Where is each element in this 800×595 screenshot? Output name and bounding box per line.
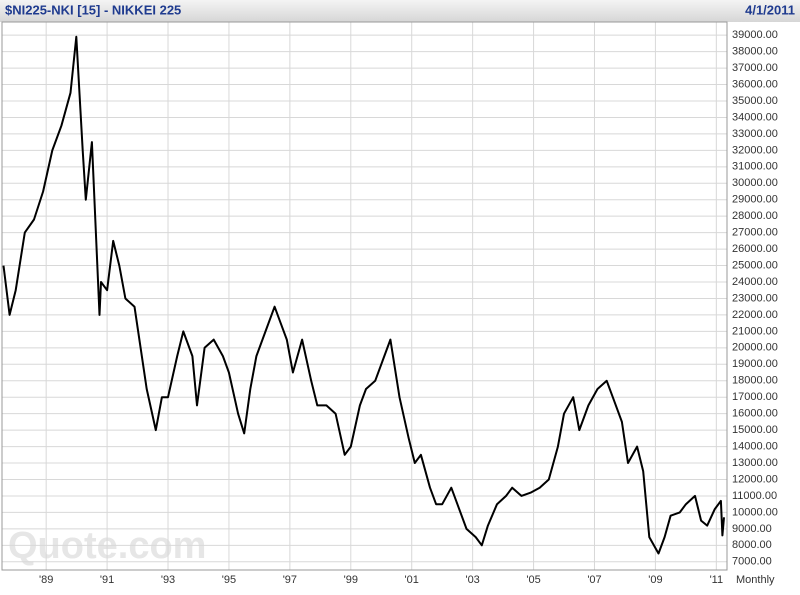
chart-title: $NI225-NKI [15] - NIKKEI 225 xyxy=(5,2,181,17)
plot-border xyxy=(1,21,728,571)
y-tick-label: 31000.00 xyxy=(732,161,778,173)
y-tick-label: 19000.00 xyxy=(732,358,778,370)
y-tick-label: 15000.00 xyxy=(732,424,778,436)
x-tick-label: '93 xyxy=(161,574,175,586)
y-tick-label: 32000.00 xyxy=(732,144,778,156)
x-tick-label: '89 xyxy=(39,574,53,586)
price-line xyxy=(2,35,725,555)
y-tick-label: 12000.00 xyxy=(732,473,778,485)
chart-date: 4/1/2011 xyxy=(745,2,795,17)
y-tick-label: 28000.00 xyxy=(732,210,778,222)
y-tick-label: 34000.00 xyxy=(732,111,778,123)
x-tick-label: '09 xyxy=(648,574,662,586)
x-tick-label: '95 xyxy=(222,574,236,586)
x-tick-label: '91 xyxy=(100,574,114,586)
y-tick-label: 21000.00 xyxy=(732,325,778,337)
y-tick-label: 17000.00 xyxy=(732,391,778,403)
x-tick-label: '03 xyxy=(465,574,479,586)
y-tick-label: 22000.00 xyxy=(732,309,778,321)
period-label: Monthly xyxy=(736,574,775,586)
y-tick-label: 13000.00 xyxy=(732,457,778,469)
y-tick-label: 27000.00 xyxy=(732,227,778,239)
y-tick-label: 7000.00 xyxy=(732,556,772,568)
x-tick-label: '07 xyxy=(587,574,601,586)
y-tick-label: 20000.00 xyxy=(732,342,778,354)
y-tick-label: 33000.00 xyxy=(732,128,778,140)
y-tick-label: 25000.00 xyxy=(732,259,778,271)
y-tick-label: 37000.00 xyxy=(732,62,778,74)
y-tick-label: 11000.00 xyxy=(732,490,777,502)
header-bar xyxy=(0,0,800,22)
y-tick-label: 29000.00 xyxy=(732,194,778,206)
y-tick-label: 30000.00 xyxy=(732,177,778,189)
y-tick-label: 39000.00 xyxy=(732,29,778,41)
y-tick-label: 8000.00 xyxy=(732,539,772,551)
y-tick-label: 38000.00 xyxy=(732,46,778,58)
x-tick-label: '01 xyxy=(405,574,419,586)
x-tick-label: '97 xyxy=(283,574,297,586)
y-tick-label: 36000.00 xyxy=(732,78,778,90)
x-tick-label: '99 xyxy=(344,574,358,586)
plot-area xyxy=(1,21,728,571)
y-tick-label: 24000.00 xyxy=(732,276,778,288)
x-tick-label: '05 xyxy=(526,574,540,586)
y-tick-label: 14000.00 xyxy=(732,440,778,452)
y-tick-label: 35000.00 xyxy=(732,95,778,107)
y-tick-label: 10000.00 xyxy=(732,506,778,518)
y-tick-label: 16000.00 xyxy=(732,408,778,420)
x-tick-label: '11 xyxy=(710,574,724,586)
y-tick-label: 26000.00 xyxy=(732,243,778,255)
y-tick-label: 9000.00 xyxy=(732,523,772,535)
y-tick-label: 23000.00 xyxy=(732,292,778,304)
y-tick-label: 18000.00 xyxy=(732,375,778,387)
